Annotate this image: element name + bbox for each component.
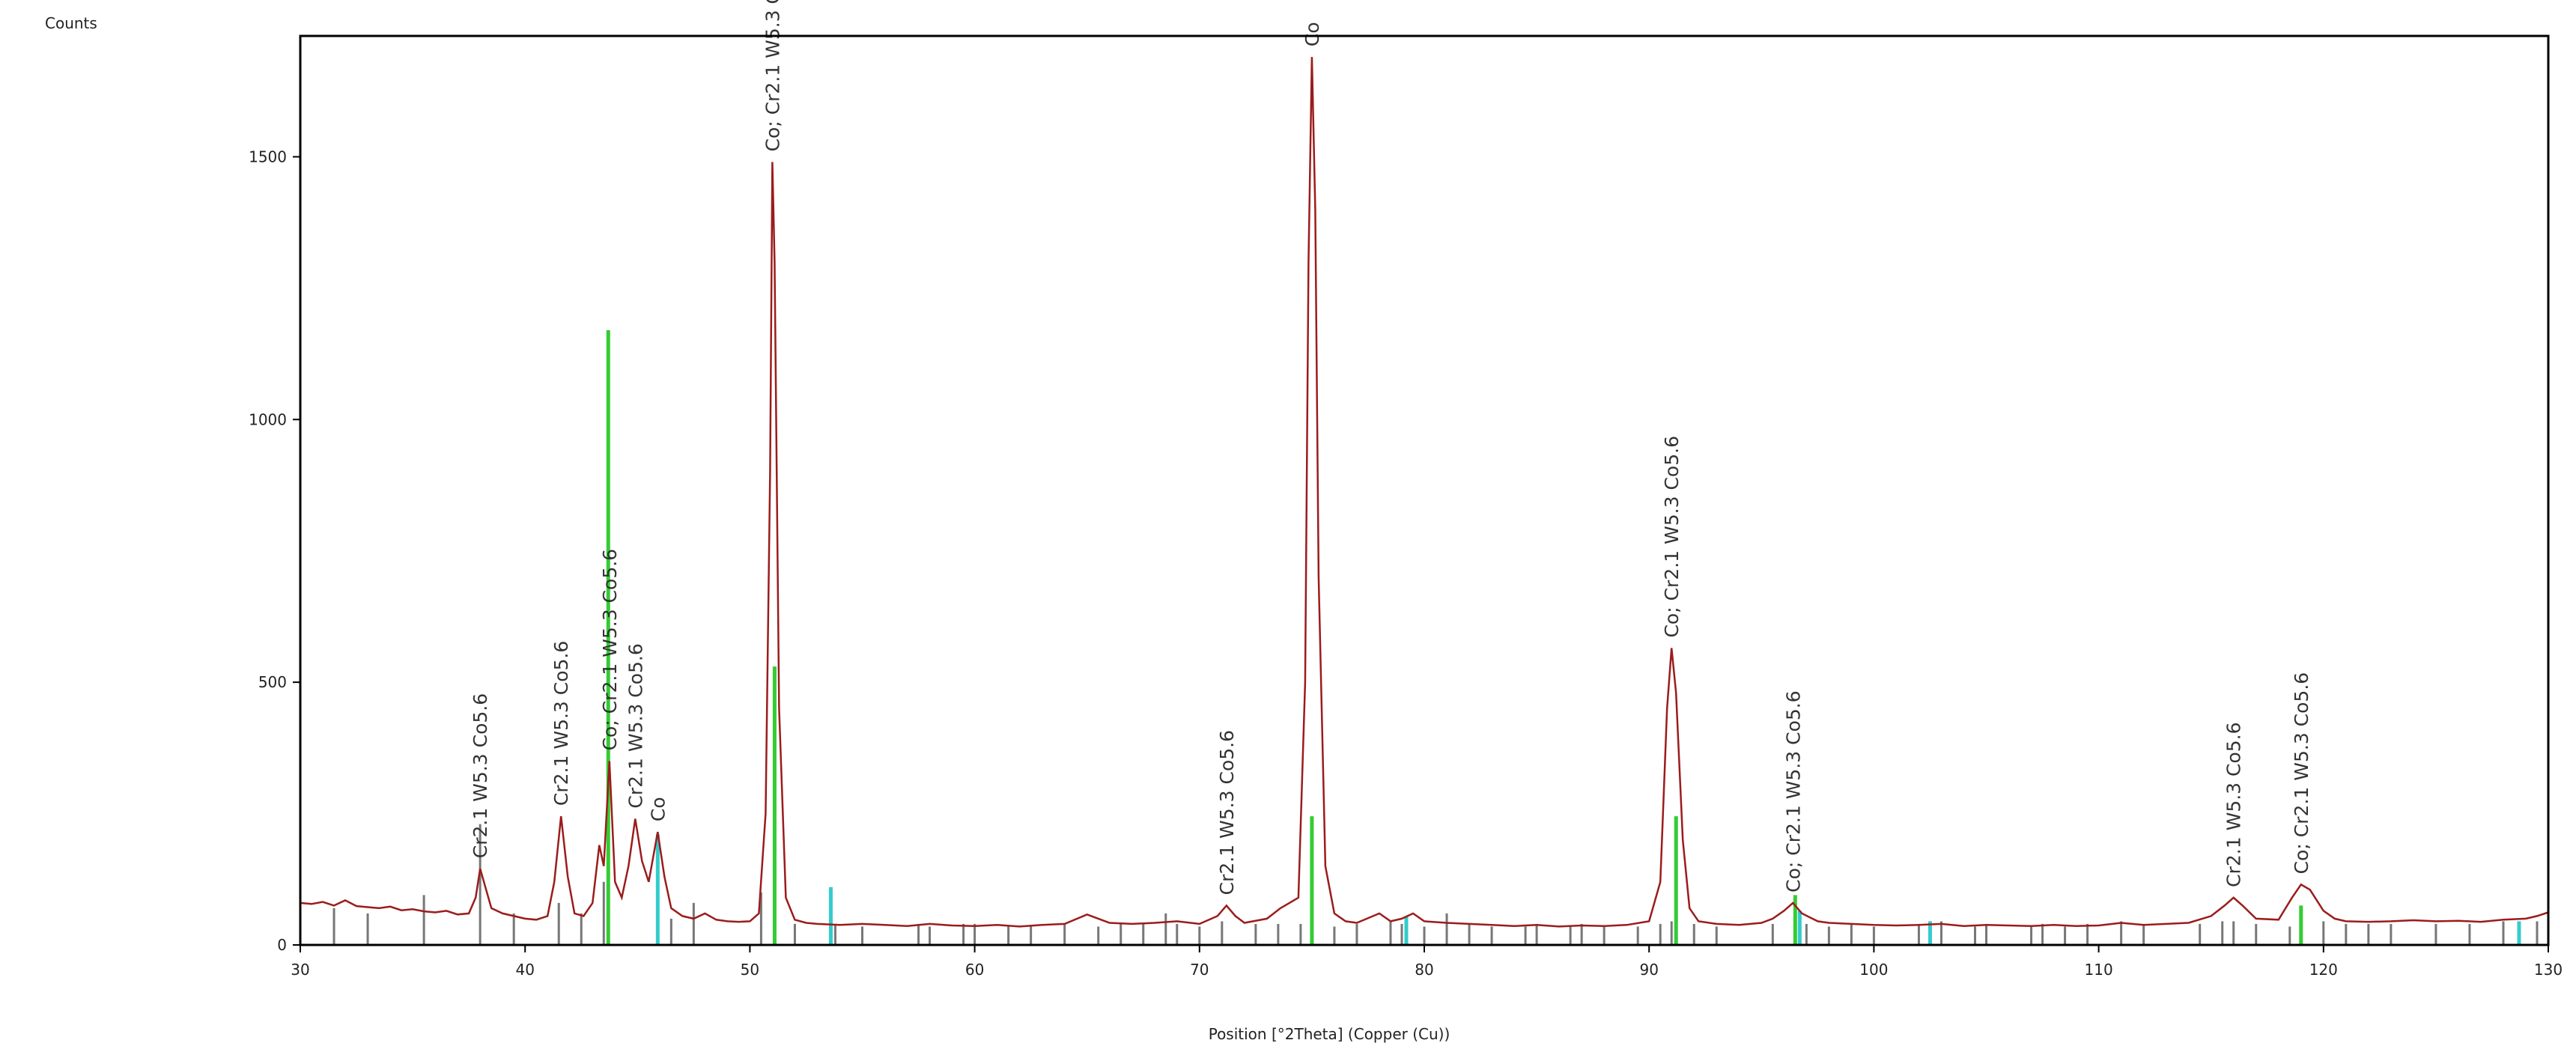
y-tick-label: 500	[258, 673, 287, 691]
x-tick-label: 70	[1190, 961, 1209, 979]
y-tick-label: 0	[277, 936, 287, 954]
x-tick-label: 40	[515, 961, 534, 979]
x-axis-label: Position [°2Theta] (Copper (Cu))	[1209, 1025, 1450, 1043]
x-tick-label: 80	[1415, 961, 1433, 979]
x-tick-label: 50	[741, 961, 759, 979]
y-tick-label: 1000	[249, 410, 287, 428]
x-tick-label: 100	[1859, 961, 1888, 979]
peak-label: Co; Cr2.1 W5.3 Co5.6	[599, 549, 621, 751]
y-tick-label: 1500	[249, 148, 287, 165]
peak-label: Cr2.1 W5.3 Co5.6	[470, 693, 491, 858]
peak-label: Co; Cr2.1 W5.3 Co5.6	[762, 0, 783, 151]
peak-label: Cr2.1 W5.3 Co5.6	[625, 643, 646, 808]
peak-label: Co; Cr2.1 W5.3 Co5.6	[1661, 436, 1683, 638]
x-tick-label: 60	[965, 961, 984, 979]
x-tick-label: 110	[2085, 961, 2113, 979]
peak-label: Cr2.1 W5.3 Co5.6	[550, 641, 572, 806]
peak-label: Co	[1301, 22, 1323, 46]
x-tick-label: 90	[1639, 961, 1658, 979]
x-tick-label: 30	[291, 961, 309, 979]
peak-label: Cr2.1 W5.3 Co5.6	[2223, 722, 2245, 887]
y-axis-label: Counts	[45, 14, 97, 32]
diffraction-profile	[300, 57, 2549, 928]
x-tick-label: 120	[2309, 961, 2338, 979]
peak-label: Co; Cr2.1 W5.3 Co5.6	[1782, 690, 1804, 893]
peak-label: Cr2.1 W5.3 Co5.6	[1216, 730, 1238, 895]
peak-label: Co; Cr2.1 W5.3 Co5.6	[2291, 672, 2312, 875]
x-tick-label: 130	[2534, 961, 2563, 979]
plot-frame	[299, 34, 2550, 946]
peak-label: Co	[647, 797, 669, 821]
